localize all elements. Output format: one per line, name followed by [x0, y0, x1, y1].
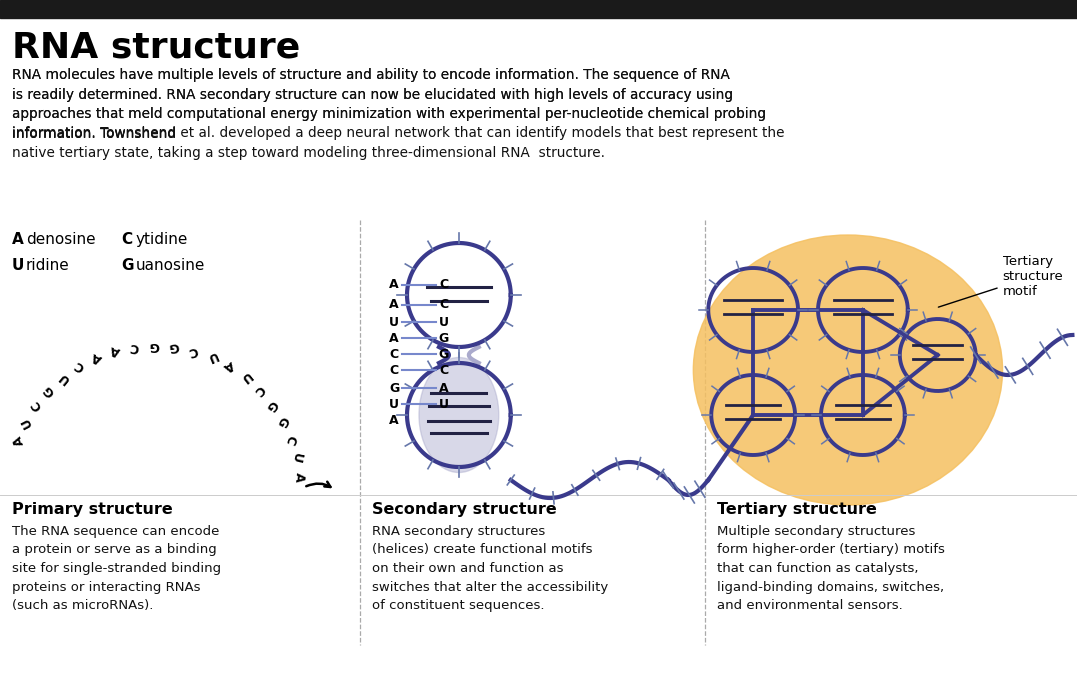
Text: C: C	[130, 339, 140, 354]
Text: U: U	[389, 316, 399, 328]
Text: C: C	[72, 358, 86, 374]
Text: C: C	[440, 299, 448, 311]
Text: G: G	[167, 339, 179, 354]
Text: uanosine: uanosine	[136, 258, 205, 273]
Text: G: G	[438, 332, 449, 345]
Text: C: C	[283, 432, 298, 446]
Text: Primary structure: Primary structure	[12, 502, 173, 517]
Text: C: C	[390, 347, 399, 360]
Text: U: U	[12, 258, 25, 273]
Text: Multiple secondary structures
form higher-order (tertiary) motifs
that can funct: Multiple secondary structures form highe…	[717, 525, 945, 612]
Text: RNA structure: RNA structure	[12, 30, 300, 64]
Text: A: A	[221, 357, 237, 373]
Text: U: U	[237, 369, 253, 385]
Text: U: U	[438, 398, 449, 411]
Text: U: U	[18, 415, 35, 430]
Text: ytidine: ytidine	[136, 232, 188, 247]
Text: G: G	[122, 258, 134, 273]
Text: Tertiary
structure
motif: Tertiary structure motif	[939, 255, 1064, 307]
Bar	[0, 0, 1078, 18]
Text: A: A	[11, 434, 26, 447]
Ellipse shape	[693, 235, 1002, 505]
Text: U: U	[204, 349, 218, 364]
Text: G: G	[274, 413, 291, 429]
Text: G: G	[41, 382, 57, 399]
Text: RNA molecules have multiple levels of structure and ability to encode informatio: RNA molecules have multiple levels of st…	[12, 68, 766, 141]
Text: G: G	[389, 381, 400, 394]
Text: C: C	[187, 343, 199, 358]
Text: G: G	[264, 397, 280, 413]
Text: RNA secondary structures
(helices) create functional motifs
on their own and fun: RNA secondary structures (helices) creat…	[373, 525, 608, 612]
Text: The RNA sequence can encode
a protein or serve as a binding
site for single-stra: The RNA sequence can encode a protein or…	[12, 525, 221, 612]
Ellipse shape	[419, 358, 499, 473]
Text: RNA molecules have multiple levels of structure and ability to encode informatio: RNA molecules have multiple levels of st…	[12, 68, 784, 160]
Text: A: A	[389, 299, 399, 311]
Text: Secondary structure: Secondary structure	[373, 502, 557, 517]
Text: G: G	[149, 339, 159, 352]
Text: A: A	[389, 332, 399, 345]
Text: U: U	[389, 398, 399, 411]
Text: C: C	[440, 364, 448, 377]
Text: A: A	[389, 279, 399, 292]
Text: C: C	[122, 232, 133, 247]
Text: Tertiary structure: Tertiary structure	[717, 502, 877, 517]
Text: A: A	[90, 349, 104, 365]
Text: A: A	[292, 472, 306, 483]
Text: A: A	[389, 413, 399, 426]
Text: C: C	[390, 364, 399, 377]
Text: C: C	[440, 279, 448, 292]
Text: G: G	[438, 347, 449, 360]
Text: ridine: ridine	[26, 258, 70, 273]
Text: information. Townshend: information. Townshend	[12, 126, 180, 141]
Text: A: A	[109, 343, 122, 358]
Text: C: C	[252, 382, 267, 398]
Text: A: A	[440, 381, 448, 394]
Text: A: A	[12, 232, 24, 247]
Text: U: U	[55, 369, 71, 386]
Text: denosine: denosine	[26, 232, 95, 247]
Text: C: C	[29, 398, 44, 413]
Text: U: U	[438, 316, 449, 328]
Text: U: U	[288, 452, 303, 464]
